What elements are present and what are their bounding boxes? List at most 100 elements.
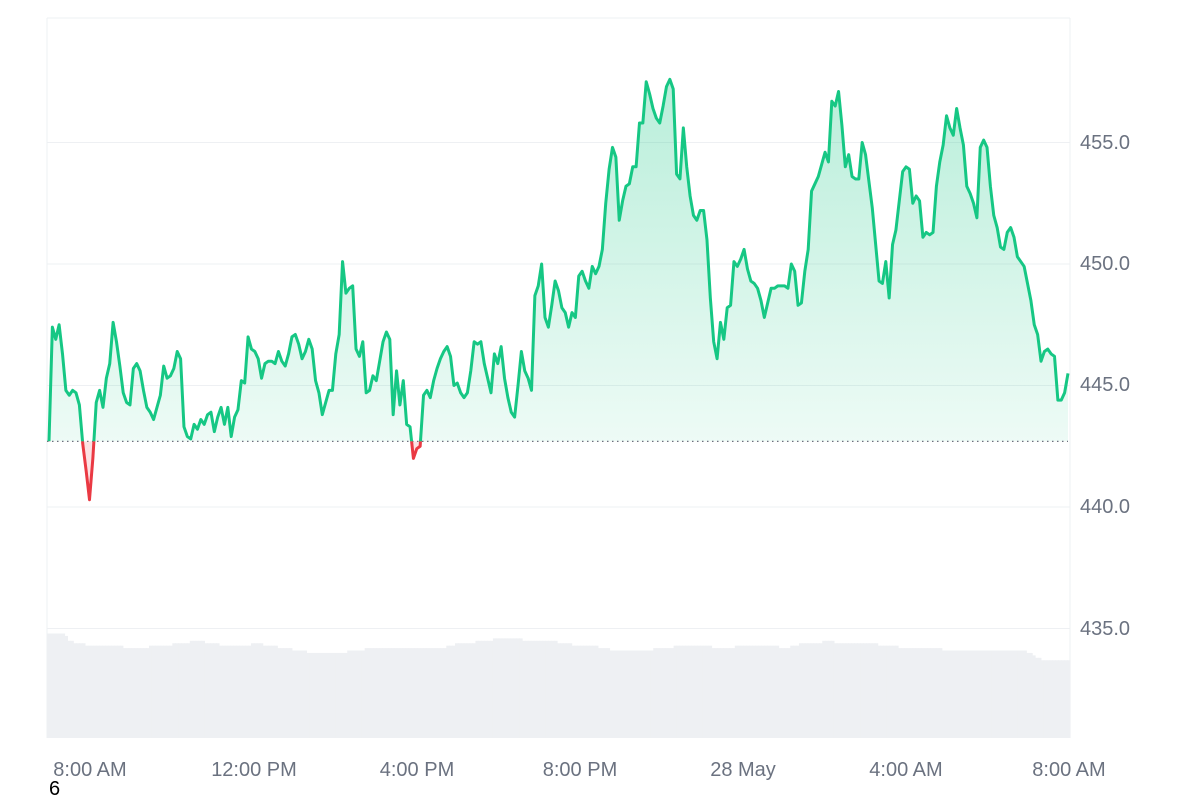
volume-bar	[253, 643, 258, 738]
volume-bar	[580, 645, 584, 738]
volume-bar	[294, 650, 299, 738]
volume-bar	[379, 648, 383, 738]
volume-bar	[119, 645, 124, 738]
volume-bar	[877, 645, 882, 738]
volume-bar	[198, 640, 203, 738]
volume-bar	[172, 643, 176, 738]
volume-bar	[691, 645, 695, 738]
y-tick-label: 455.0	[1080, 132, 1130, 154]
volume-bar	[218, 645, 223, 738]
volume-bar	[1014, 650, 1019, 738]
price-area	[49, 79, 1068, 442]
volume-bar	[731, 648, 736, 738]
volume-bar	[303, 650, 307, 738]
volume-bar	[583, 645, 587, 738]
volume-bar	[213, 643, 217, 738]
volume-bar	[224, 645, 229, 738]
volume-bar	[717, 648, 721, 738]
volume-bar	[726, 648, 730, 738]
volume-bar	[96, 645, 101, 738]
volume-bar	[656, 648, 660, 738]
volume-bar	[679, 645, 683, 738]
volume-bar	[1000, 650, 1004, 738]
volume-bar	[501, 638, 506, 738]
volume-bar	[944, 650, 949, 738]
volume-bar	[1011, 650, 1016, 738]
volume-bar	[195, 640, 200, 738]
volume-bar	[183, 643, 188, 738]
volume-bar	[382, 648, 386, 738]
volume-bar	[370, 648, 375, 738]
volume-bar	[898, 648, 902, 738]
x-tick-label: 4:00 PM	[380, 759, 454, 781]
volume-bar	[201, 640, 205, 738]
volume-bar	[720, 648, 724, 738]
volume-bar	[533, 640, 538, 738]
volume-bar	[997, 650, 1001, 738]
volume-bar	[825, 640, 829, 738]
volume-bar	[629, 650, 634, 738]
volume-bar	[361, 650, 366, 738]
volume-bar	[230, 645, 235, 738]
volume-bar	[737, 645, 742, 738]
volume-bar	[134, 648, 138, 738]
volume-bar	[924, 648, 928, 738]
volume-bar	[796, 645, 800, 738]
volume-bar	[434, 648, 439, 738]
volume-bar	[921, 648, 925, 738]
volume-bar	[335, 652, 340, 738]
volume-bar	[341, 652, 345, 738]
volume-bar	[688, 645, 692, 738]
volume-bar	[915, 648, 920, 738]
volume-bar	[105, 645, 109, 738]
volume-bar	[985, 650, 989, 738]
volume-bar	[664, 648, 669, 738]
volume-bar	[49, 633, 54, 738]
volume-bar	[784, 648, 788, 738]
volume-bar	[329, 652, 334, 738]
volume-bar	[682, 645, 686, 738]
volume-bar	[513, 638, 517, 738]
volume-bar	[571, 645, 576, 738]
volume-bar	[283, 648, 287, 738]
volume-bar	[600, 648, 605, 738]
volume-bar	[991, 650, 995, 738]
volume-bar	[950, 650, 955, 738]
x-tick-label: 4:00 AM	[869, 759, 942, 781]
volume-bar	[452, 645, 456, 738]
volume-bar	[309, 652, 313, 738]
volume-bar	[93, 645, 98, 738]
volume-bar	[711, 648, 716, 738]
volume-bar	[994, 650, 998, 738]
volume-bar	[522, 640, 526, 738]
volume-bar	[478, 640, 482, 738]
volume-bar	[411, 648, 415, 738]
volume-bar	[766, 645, 771, 738]
page-number: 6	[49, 778, 61, 800]
volume-bar	[291, 650, 296, 738]
volume-bar	[635, 650, 640, 738]
volume-bar	[597, 648, 602, 738]
volume-bar	[761, 645, 765, 738]
volume-bar	[233, 645, 238, 738]
volume-bar	[487, 640, 491, 738]
volume-bar	[1029, 652, 1033, 738]
x-tick-label: 28 May	[710, 759, 776, 781]
volume-bar	[618, 650, 622, 738]
volume-bar	[128, 648, 133, 738]
volume-bar	[559, 643, 564, 738]
volume-bar	[131, 648, 136, 738]
volume-bar	[52, 633, 57, 738]
volume-bar	[510, 638, 514, 738]
volume-bar	[417, 648, 421, 738]
volume-bar	[886, 645, 890, 738]
volume-bar	[822, 640, 826, 738]
volume-bar	[472, 643, 477, 738]
volume-bar	[763, 645, 768, 738]
volume-bar	[175, 643, 179, 738]
volume-bar	[883, 645, 887, 738]
volume-bar	[612, 650, 616, 738]
volume-bar	[831, 640, 835, 738]
volume-bar	[592, 645, 596, 738]
